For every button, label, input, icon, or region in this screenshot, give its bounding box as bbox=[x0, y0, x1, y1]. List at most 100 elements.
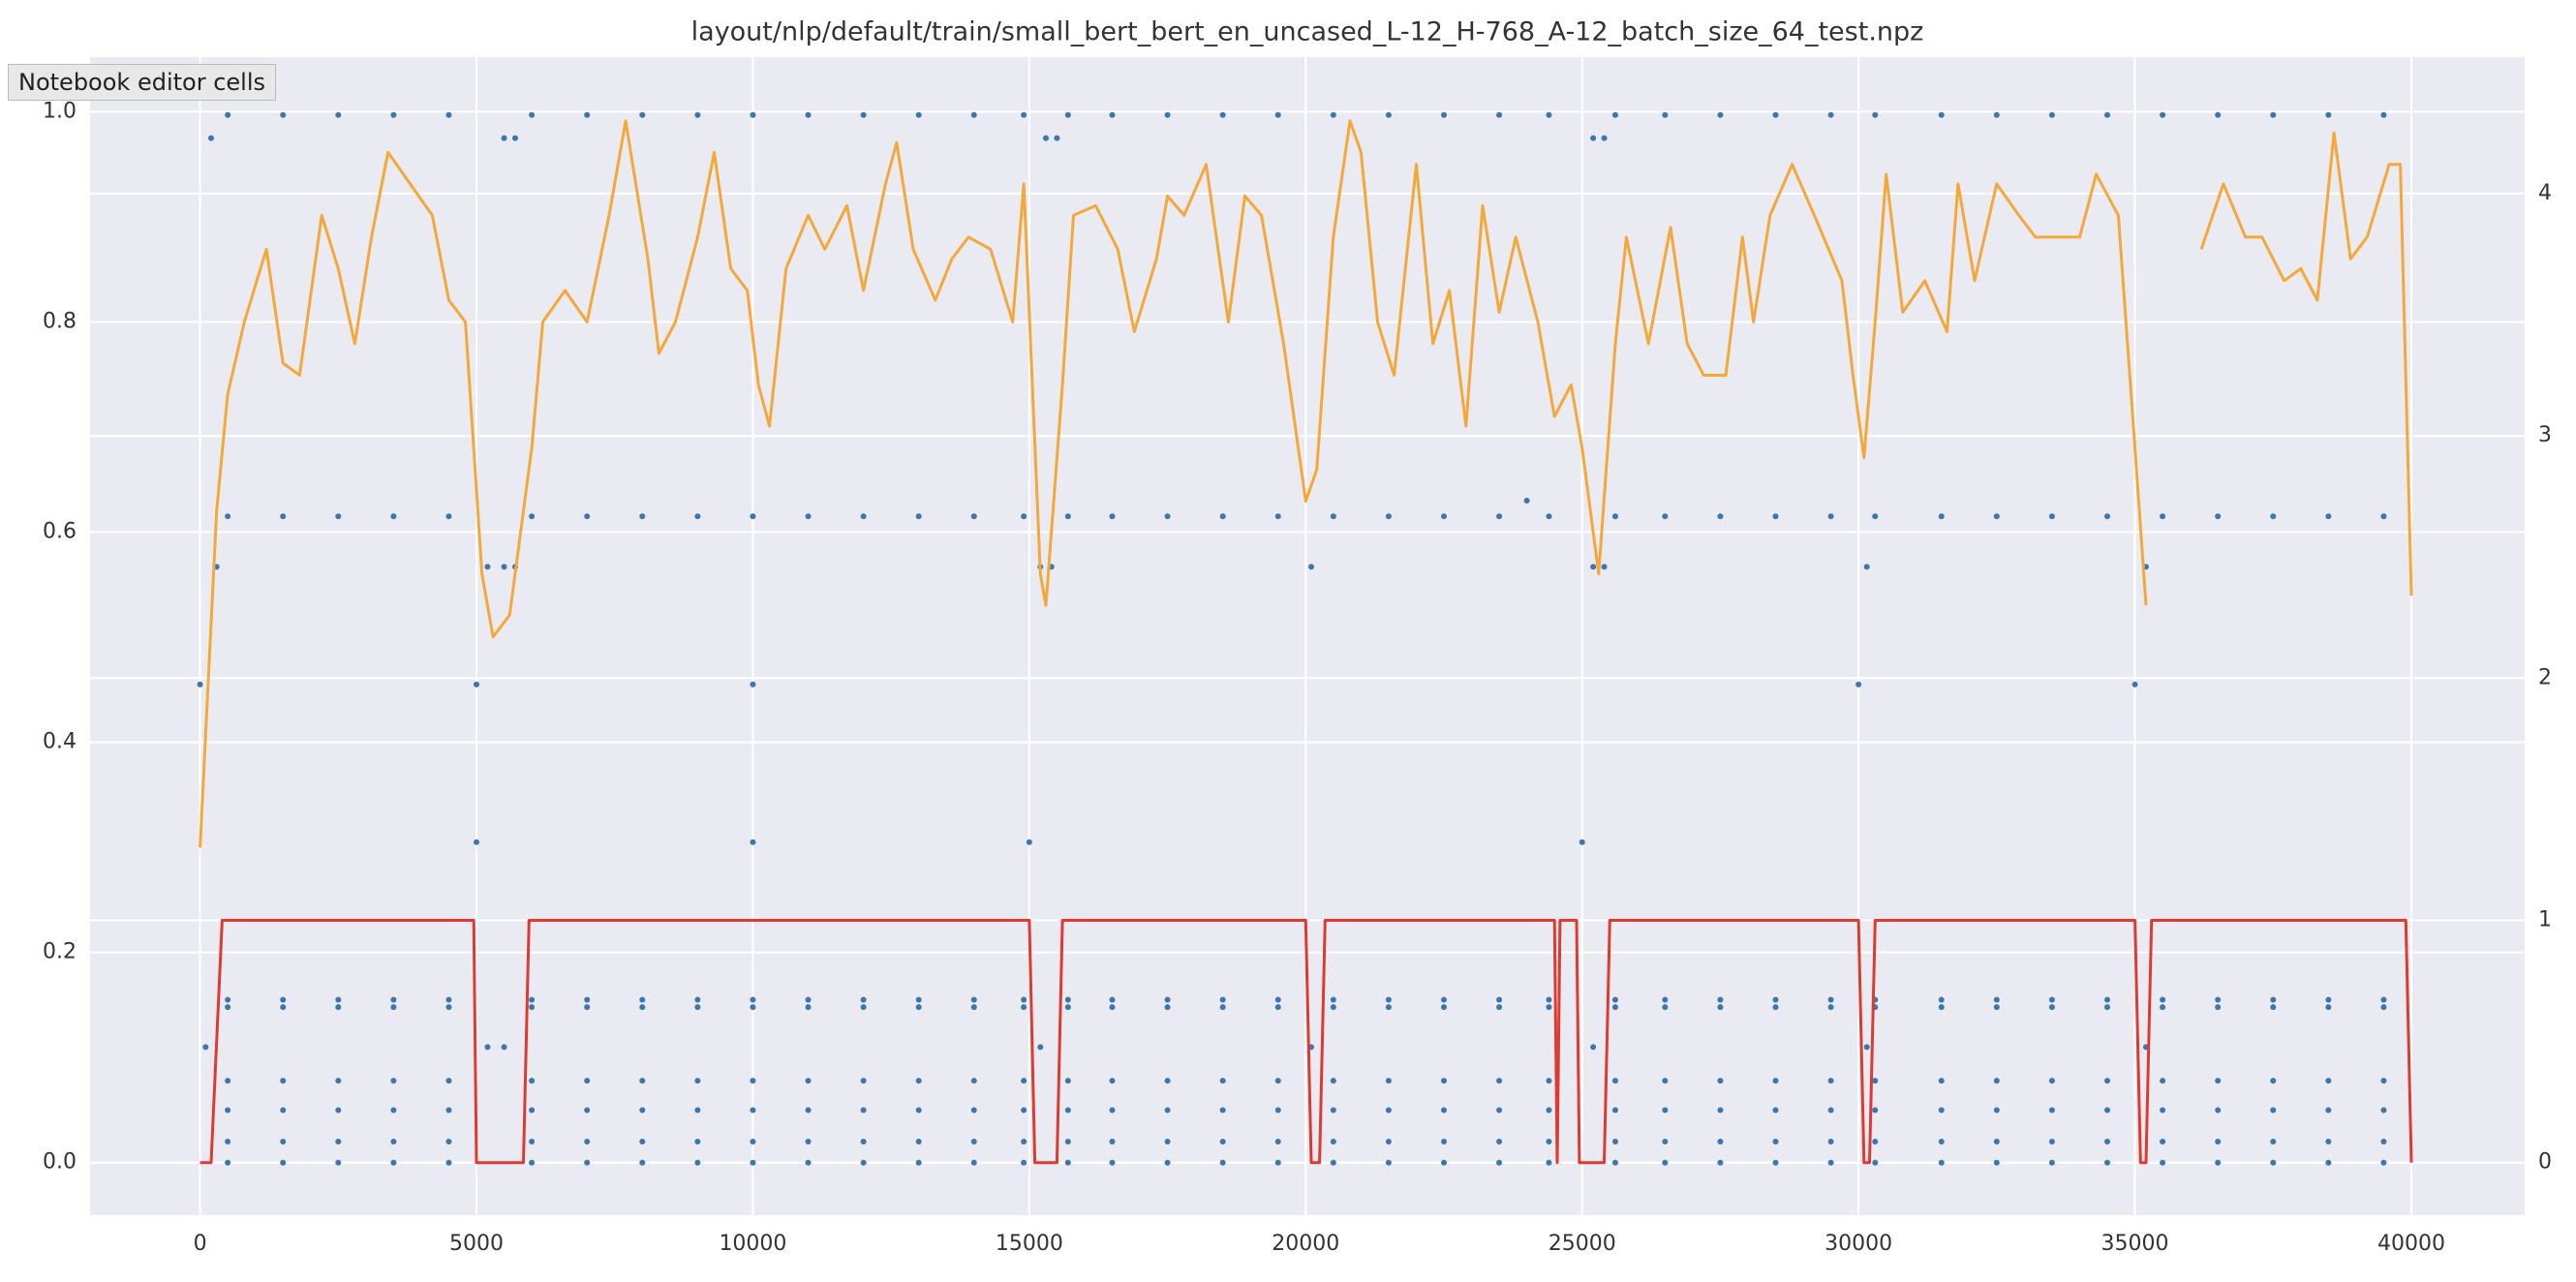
scatter-point bbox=[2104, 1159, 2111, 1166]
scatter-point bbox=[1993, 996, 2000, 1003]
scatter-point bbox=[970, 111, 977, 118]
scatter-point bbox=[805, 1078, 812, 1084]
scatter-point bbox=[2048, 513, 2055, 520]
scatter-point bbox=[694, 111, 701, 118]
scatter-point bbox=[1772, 1004, 1779, 1011]
scatter-point bbox=[529, 996, 536, 1003]
scatter-point bbox=[860, 1139, 867, 1145]
scatter-point bbox=[2215, 1107, 2222, 1114]
scatter-point bbox=[1440, 1004, 1447, 1011]
scatter-point bbox=[970, 1078, 977, 1084]
scatter-point bbox=[1164, 1107, 1171, 1114]
scatter-point bbox=[2131, 681, 2138, 687]
scatter-point bbox=[280, 1139, 287, 1145]
scatter-point bbox=[1021, 1159, 1027, 1166]
scatter-point bbox=[1611, 513, 1618, 520]
scatter-point bbox=[2104, 1107, 2111, 1114]
scatter-point bbox=[1772, 1139, 1779, 1145]
scatter-point bbox=[639, 1004, 646, 1011]
scatter-point bbox=[529, 1159, 536, 1166]
scatter-point bbox=[2160, 1004, 2166, 1011]
scatter-point bbox=[1611, 1004, 1618, 1011]
scatter-point bbox=[860, 996, 867, 1003]
scatter-point bbox=[1042, 135, 1049, 141]
y-tick-label: 1.0 bbox=[43, 99, 77, 123]
scatter-point bbox=[2048, 111, 2055, 118]
scatter-point bbox=[1938, 513, 1945, 520]
scatter-point bbox=[1330, 1078, 1336, 1084]
scatter-point bbox=[390, 1139, 397, 1145]
scatter-point bbox=[1021, 1107, 1027, 1114]
scatter-point bbox=[1164, 1004, 1171, 1011]
scatter-point bbox=[639, 1078, 646, 1084]
scatter-point bbox=[1496, 111, 1503, 118]
scatter-point bbox=[1590, 135, 1597, 141]
scatter-point bbox=[225, 513, 231, 520]
y2-tick-label: 1 bbox=[2538, 907, 2552, 931]
scatter-point bbox=[225, 1159, 231, 1166]
scatter-point bbox=[335, 1107, 342, 1114]
scatter-point bbox=[1863, 1044, 1870, 1051]
scatter-point bbox=[1164, 111, 1171, 118]
scatter-point bbox=[1385, 513, 1392, 520]
scatter-point bbox=[1064, 996, 1071, 1003]
scatter-point bbox=[280, 111, 287, 118]
scatter-point bbox=[1064, 1159, 1071, 1166]
scatter-point bbox=[1546, 1139, 1552, 1145]
scatter-point bbox=[694, 996, 701, 1003]
scatter-point bbox=[2160, 111, 2166, 118]
scatter-point bbox=[208, 135, 215, 141]
scatter-point bbox=[915, 1139, 922, 1145]
scatter-point bbox=[1496, 513, 1503, 520]
scatter-point bbox=[1546, 996, 1552, 1003]
y2-tick-label: 4 bbox=[2538, 181, 2552, 205]
scatter-point bbox=[1772, 1107, 1779, 1114]
scatter-point bbox=[1662, 1139, 1669, 1145]
scatter-point bbox=[2215, 1078, 2222, 1084]
scatter-point bbox=[1938, 1139, 1945, 1145]
scatter-point bbox=[225, 996, 231, 1003]
scatter-point bbox=[1993, 1078, 2000, 1084]
tooltip: Notebook editor cells bbox=[8, 64, 276, 101]
scatter-point bbox=[1274, 1139, 1281, 1145]
scatter-point bbox=[1440, 996, 1447, 1003]
scatter-point bbox=[1546, 111, 1552, 118]
scatter-point bbox=[1054, 135, 1060, 141]
scatter-point bbox=[1717, 1159, 1724, 1166]
scatter-point bbox=[2215, 513, 2222, 520]
scatter-point bbox=[1164, 513, 1171, 520]
scatter-point bbox=[805, 996, 812, 1003]
scatter-point bbox=[1611, 1139, 1618, 1145]
scatter-point bbox=[1611, 1078, 1618, 1084]
x-tick-label: 0 bbox=[194, 1232, 207, 1256]
scatter-point bbox=[2270, 1159, 2277, 1166]
scatter-point bbox=[1662, 1004, 1669, 1011]
scatter-point bbox=[2270, 1004, 2277, 1011]
scatter-point bbox=[1546, 1004, 1552, 1011]
scatter-point bbox=[584, 111, 591, 118]
scatter-point bbox=[335, 1159, 342, 1166]
scatter-point bbox=[501, 1044, 507, 1051]
scatter-point bbox=[1385, 996, 1392, 1003]
scatter-point bbox=[915, 513, 922, 520]
scatter-point bbox=[1274, 1159, 1281, 1166]
scatter-point bbox=[584, 1159, 591, 1166]
scatter-point bbox=[1863, 564, 1870, 570]
scatter-point bbox=[1579, 839, 1585, 845]
scatter-point bbox=[529, 513, 536, 520]
scatter-point bbox=[639, 1139, 646, 1145]
scatter-point bbox=[529, 1004, 536, 1011]
scatter-point bbox=[1026, 839, 1032, 845]
scatter-point bbox=[2215, 1159, 2222, 1166]
scatter-point bbox=[1164, 1159, 1171, 1166]
scatter-point bbox=[2380, 1078, 2387, 1084]
scatter-point bbox=[970, 1159, 977, 1166]
scatter-point bbox=[1872, 1159, 1879, 1166]
scatter-point bbox=[1938, 1078, 1945, 1084]
scatter-point bbox=[1601, 564, 1608, 570]
scatter-point bbox=[1717, 996, 1724, 1003]
scatter-point bbox=[1496, 1078, 1503, 1084]
scatter-point bbox=[750, 1139, 756, 1145]
scatter-point bbox=[1827, 1107, 1834, 1114]
